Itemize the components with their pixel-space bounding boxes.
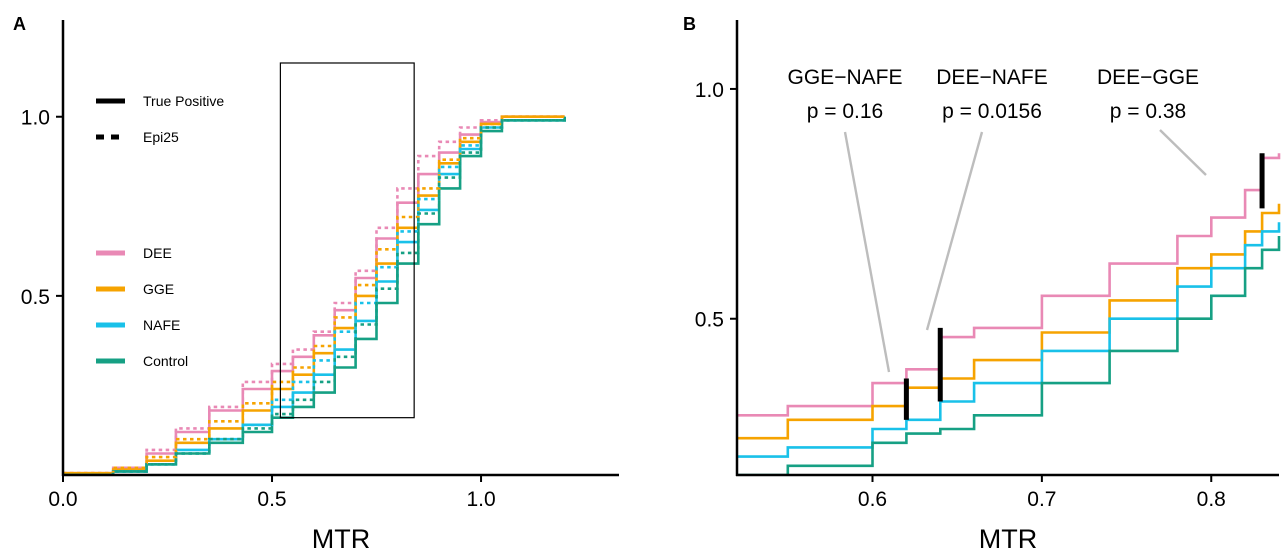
legend-dee-label: DEE [143,245,172,261]
panel-a-legend: True Positive Epi25 DEE GGE NAFE Control [96,93,224,369]
panel-a-chart: 0.0 0.5 1.0 0.5 1.0 MTR True Positive Epi25 DE… [21,20,619,550]
panel-a-y-tick-label: 1.0 [21,107,50,130]
panel-label-b: B [683,14,696,34]
panel-label-a: A [13,14,26,34]
panel-a-x-tick-label: 1.0 [466,488,495,511]
series-dee-zoom-line [737,153,1281,417]
panel-a-axes [61,20,619,477]
series-nafe-zoom-line [737,222,1281,458]
series-control-dotted-line [63,116,566,475]
panel-a-x-axis-title: MTR [312,524,370,550]
zoom-box [279,62,415,419]
legend-true-positive-label: True Positive [143,93,224,109]
panel-b-x-tick-label: 0.8 [1197,488,1226,511]
panel-a-y-tick-label: 0.5 [21,286,50,309]
series-gge-zoom-line [737,203,1281,440]
panel-a-x-tick-label: 0.5 [257,488,286,511]
panel-b-ticks: 0.6 0.7 0.8 0.5 1.0 [695,79,1226,511]
annotation-gge-nafe-pvalue: p = 0.16 [807,100,883,123]
legend-gge-label: GGE [143,281,174,297]
panel-b-chart: GGE−NAFE p = 0.16 DEE−NAFE p = 0.0156 DEE−GG… [695,20,1281,550]
annotation-dee-nafe-title: DEE−NAFE [936,66,1047,89]
annotation-dee-gge-pvalue: p = 0.38 [1110,100,1186,123]
legend-epi25-label: Epi25 [143,129,179,145]
annotation-dee-gge-title: DEE−GGE [1097,66,1199,89]
series-nafe-dotted-line [63,116,566,475]
series-nafe-solid-line [63,116,566,475]
panel-b-series-group [737,153,1281,475]
annotation-gge-nafe-leader [843,131,891,373]
legend-control-label: Control [143,353,188,369]
panel-a-x-tick-label: 0.0 [48,488,77,511]
series-gge-solid-line [63,115,565,475]
annotation-dee-gge-leader [1159,129,1207,176]
series-control-zoom-line [737,236,1281,475]
legend-nafe-label: NAFE [143,317,180,333]
annotation-gge-nafe-title: GGE−NAFE [788,66,903,89]
panel-b-x-axis-title: MTR [979,524,1037,550]
series-control-solid-line [63,116,566,475]
panel-b-y-tick-label: 1.0 [695,79,724,102]
annotation-dee-nafe-leader [925,131,984,331]
panel-a-ticks: 0.0 0.5 1.0 0.5 1.0 [21,107,496,511]
panel-b-x-tick-label: 0.6 [858,488,887,511]
panel-b-y-tick-label: 0.5 [695,309,724,332]
panel-b-x-tick-label: 0.7 [1027,488,1056,511]
annotation-dee-nafe-pvalue: p = 0.0156 [942,100,1042,123]
series-gge-dotted-line [63,115,565,475]
panel-a-series-group [63,115,566,475]
series-dee-dotted-line [63,115,565,475]
series-dee-solid-line [63,115,565,475]
panel-b-axes [735,20,1279,477]
panel-b-annotations: GGE−NAFE p = 0.16 DEE−NAFE p = 0.0156 DEE−GG… [788,66,1265,420]
